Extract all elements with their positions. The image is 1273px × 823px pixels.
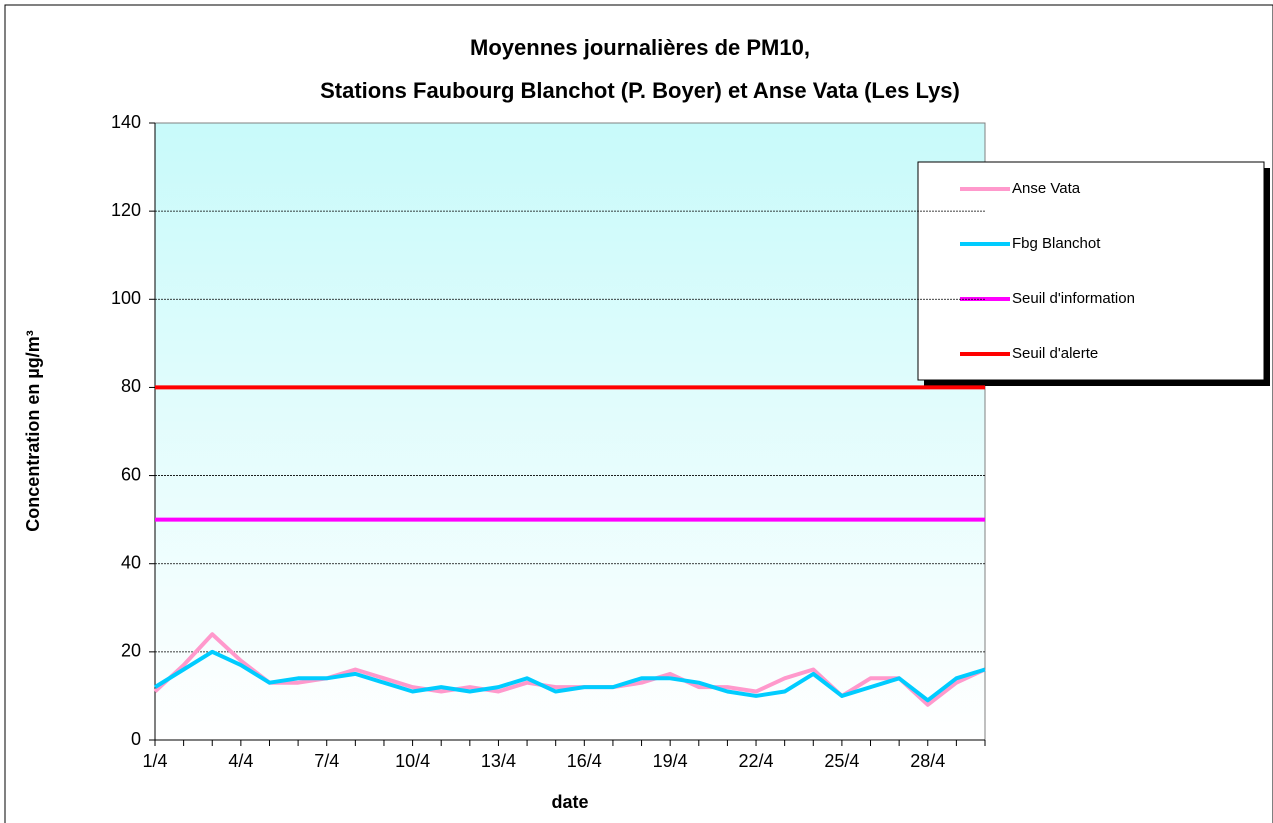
y-axis-label: Concentration en µg/m³ xyxy=(23,330,43,531)
y-tick-label: 100 xyxy=(111,288,141,308)
legend-label: Anse Vata xyxy=(1012,180,1081,197)
legend-box xyxy=(917,161,1265,381)
y-tick-label: 20 xyxy=(121,641,141,661)
y-tick-label: 80 xyxy=(121,376,141,396)
x-tick-label: 4/4 xyxy=(228,751,253,771)
y-tick-label: 0 xyxy=(131,729,141,749)
x-tick-label: 16/4 xyxy=(567,751,602,771)
y-tick-label: 60 xyxy=(121,464,141,484)
chart-title: Moyennes journalières de PM10, xyxy=(470,35,810,60)
x-tick-label: 22/4 xyxy=(739,751,774,771)
x-tick-label: 28/4 xyxy=(910,751,945,771)
x-tick-label: 25/4 xyxy=(824,751,859,771)
series-line xyxy=(153,649,986,703)
x-tick-label: 13/4 xyxy=(481,751,516,771)
legend: Anse Vata Fbg Blanchot Seuil d'information… xyxy=(917,161,1270,386)
legend-label: Fbg Blanchot xyxy=(1012,235,1101,252)
y-tick-label: 120 xyxy=(111,200,141,220)
x-axis-label: date xyxy=(551,792,588,812)
plot-area xyxy=(154,122,986,741)
y-tick-label: 140 xyxy=(111,112,141,132)
x-tick-label: 1/4 xyxy=(142,751,167,771)
legend-label: Seuil d'alerte xyxy=(1012,345,1098,362)
x-tick-label: 10/4 xyxy=(395,751,430,771)
legend-label: Seuil d'information xyxy=(1012,290,1135,307)
x-tick-label: 19/4 xyxy=(653,751,688,771)
y-tick-label: 40 xyxy=(121,552,141,572)
chart-subtitle: Stations Faubourg Blanchot (P. Boyer) et… xyxy=(320,78,960,103)
x-tick-label: 7/4 xyxy=(314,751,339,771)
